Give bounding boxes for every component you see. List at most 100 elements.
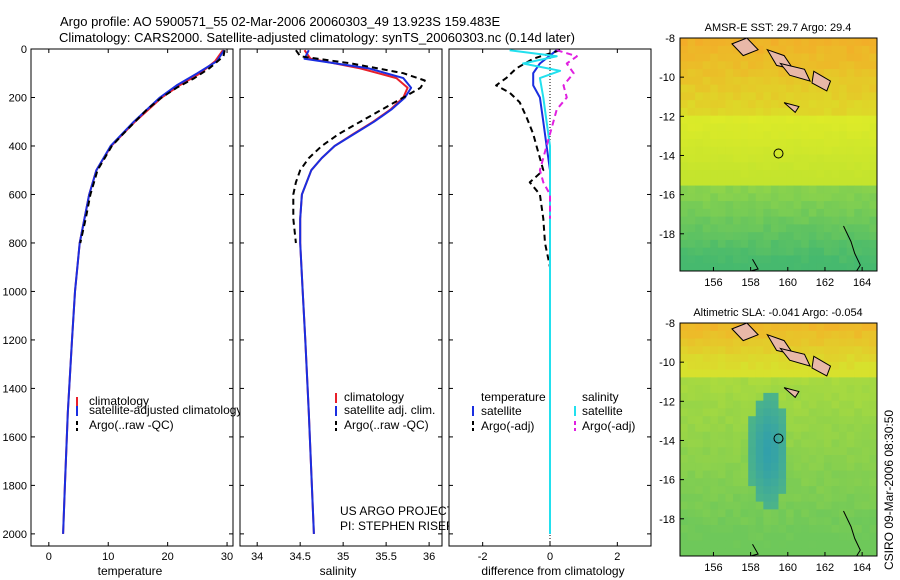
- map-field-cell: [740, 501, 749, 510]
- map-field-cell: [831, 509, 840, 518]
- salinity-panel: 34 34.5 35 35.5 36 salinity climatology sate…: [239, 48, 455, 578]
- map-field-cell: [740, 377, 749, 386]
- map-field-cell: [816, 69, 825, 78]
- map-field-cell: [680, 540, 689, 549]
- map-field-cell: [846, 323, 855, 332]
- map-field-cell: [763, 154, 772, 163]
- map-field-cell: [680, 330, 689, 340]
- map-field-cell: [680, 400, 689, 410]
- map-field-cell: [687, 255, 696, 264]
- map-field-cell: [831, 123, 840, 132]
- map-field-cell: [778, 84, 787, 93]
- map-field-cell: [725, 330, 734, 340]
- map-field-cell: [755, 400, 764, 410]
- map-field-cell: [770, 177, 780, 187]
- map-field-cell: [717, 53, 727, 62]
- map-field-cell: [793, 185, 802, 194]
- map-field-cell: [710, 416, 719, 425]
- salinity-lines: [292, 49, 426, 534]
- map-field-cell: [801, 400, 810, 410]
- map-field-cell: [740, 216, 749, 225]
- map-field-cell: [740, 208, 749, 218]
- legend-header-salinity: salinity: [582, 390, 619, 404]
- map-field-cell: [733, 100, 742, 109]
- map-field-cell: [680, 208, 689, 218]
- difference-legend: temperature salinity satellite Argo(-adj…: [472, 390, 635, 433]
- map-field-cell: [816, 517, 825, 526]
- map-field-cell: [680, 131, 689, 140]
- map-field-cell: [861, 408, 871, 417]
- map-field-cell: [695, 323, 704, 332]
- map-field-cell: [740, 69, 749, 78]
- map-field-cell: [823, 447, 833, 456]
- map-field-cell: [861, 138, 871, 148]
- series-line-satellite-adjusted-climatology: [62, 49, 225, 534]
- map-field-cell: [808, 255, 817, 264]
- map-field-cell: [816, 84, 825, 93]
- map-field-cell: [846, 201, 855, 210]
- map-field-cell: [861, 416, 871, 425]
- map-field-cell: [839, 385, 848, 394]
- map-field-cell: [854, 532, 863, 542]
- map-field-cell: [801, 524, 810, 534]
- map-field-cell: [786, 162, 795, 171]
- map-field-cell: [725, 76, 734, 86]
- map-field-cell: [831, 193, 840, 202]
- map-field-cell: [816, 408, 825, 417]
- reef-outline: [843, 225, 861, 271]
- map-field-cell: [786, 338, 795, 347]
- map-field-cell: [717, 408, 727, 417]
- map-field-cell: [831, 185, 840, 194]
- map-field-cell: [763, 486, 772, 495]
- map-field-cell: [831, 76, 840, 86]
- map-field-cell: [839, 224, 848, 233]
- map-field-cell: [755, 509, 764, 518]
- map-field-cell: [846, 45, 855, 55]
- map-field-cell: [839, 462, 848, 472]
- map-field-cell: [801, 84, 810, 93]
- legend-label-argo: Argo(..raw -QC): [89, 418, 174, 432]
- map-field-cell: [748, 201, 757, 210]
- map-field-cell: [793, 338, 802, 347]
- map-field-cell: [839, 470, 848, 479]
- map-field-cell: [763, 493, 772, 503]
- map-field-cell: [725, 509, 734, 518]
- map-field-cell: [786, 201, 795, 210]
- map-field-cell: [725, 123, 734, 132]
- map-field-cell: [846, 239, 855, 249]
- map-field-cell: [680, 170, 689, 179]
- map-field-cell: [702, 532, 711, 542]
- map-field-cell: [748, 323, 757, 332]
- map-x-tick-label: 158: [741, 277, 759, 289]
- map-field-cell: [763, 201, 772, 210]
- map-field-cell: [778, 247, 787, 257]
- map-field-cell: [740, 201, 749, 210]
- map-field-cell: [869, 369, 877, 378]
- map-field-cell: [869, 478, 877, 487]
- map-field-cell: [816, 61, 825, 70]
- map-field-cell: [823, 92, 833, 101]
- map-field-cell: [770, 548, 780, 556]
- map-field-cell: [680, 45, 689, 55]
- map-field-cell: [861, 76, 871, 86]
- map-field-cell: [801, 416, 810, 425]
- map-field-cell: [725, 255, 734, 264]
- map-field-cell: [831, 84, 840, 93]
- map-field-cell: [778, 517, 787, 526]
- map-field-cell: [831, 177, 840, 187]
- map-field-cell: [733, 517, 742, 526]
- map-field-cell: [748, 107, 757, 117]
- map-field-cell: [808, 400, 817, 410]
- map-field-cell: [861, 447, 871, 456]
- map-field-cell: [854, 470, 863, 479]
- map-field-cell: [846, 447, 855, 456]
- map-field-cell: [839, 455, 848, 464]
- map-field-cell: [793, 162, 802, 171]
- map-field-cell: [740, 53, 749, 62]
- map-field-cell: [808, 247, 817, 257]
- map-field-cell: [846, 509, 855, 518]
- map-field-cell: [687, 524, 696, 534]
- map-field-cell: [717, 478, 727, 487]
- map-field-cell: [823, 53, 833, 62]
- map-field-cell: [755, 439, 764, 448]
